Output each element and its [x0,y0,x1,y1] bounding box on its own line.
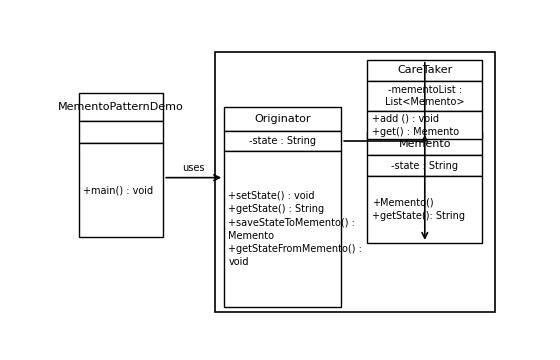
FancyBboxPatch shape [367,156,482,176]
Text: -state : String: -state : String [249,136,316,146]
Text: +setState() : void
+getState() : String
+saveStateToMemento() :
Memento
+getStat: +setState() : void +getState() : String … [228,191,362,267]
Text: -state : String: -state : String [391,161,458,171]
FancyBboxPatch shape [216,51,495,312]
Text: MementoPatternDemo: MementoPatternDemo [58,102,184,112]
FancyBboxPatch shape [367,60,482,81]
FancyBboxPatch shape [224,107,341,131]
FancyBboxPatch shape [78,93,164,121]
Text: Memento: Memento [399,139,451,149]
FancyBboxPatch shape [78,121,164,143]
Text: +add () : void
+get() : Memento: +add () : void +get() : Memento [372,113,459,136]
Text: -mementoList :
List<Memento>: -mementoList : List<Memento> [385,85,465,107]
FancyBboxPatch shape [367,81,482,111]
Text: CareTaker: CareTaker [397,65,452,75]
FancyBboxPatch shape [224,131,341,151]
FancyBboxPatch shape [78,143,164,237]
FancyBboxPatch shape [367,132,482,156]
Text: Originator: Originator [254,114,311,124]
Text: uses: uses [183,163,205,174]
FancyBboxPatch shape [224,151,341,306]
FancyBboxPatch shape [367,111,482,139]
Text: +Memento()
+getState(): String: +Memento() +getState(): String [372,198,465,221]
FancyBboxPatch shape [367,176,482,243]
Text: +main() : void: +main() : void [83,185,153,195]
